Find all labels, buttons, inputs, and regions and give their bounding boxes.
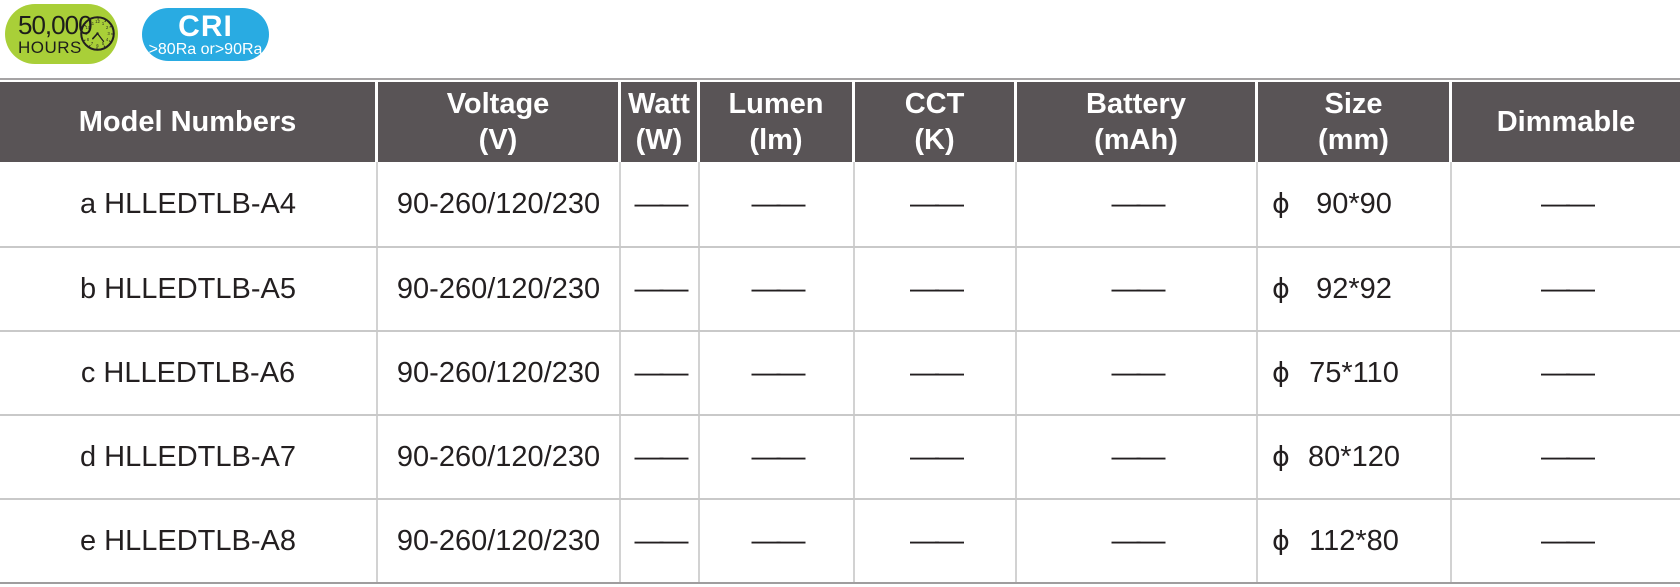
header-label: Watt	[628, 88, 690, 120]
svg-text:5: 5	[102, 41, 105, 46]
cell-dimmable: ——	[1541, 272, 1595, 305]
svg-text:6: 6	[96, 43, 99, 48]
lifespan-value: 50,000	[18, 10, 93, 40]
header-lumen: Lumen (lm)	[700, 82, 855, 162]
header-battery: Battery (mAh)	[1017, 82, 1258, 162]
cell-dimmable: ——	[1541, 187, 1595, 220]
cell-battery: ——	[1017, 332, 1258, 414]
cell-size: ϕ 92*92	[1258, 248, 1452, 330]
cell-size: ϕ 75*110	[1258, 332, 1452, 414]
svg-text:10: 10	[86, 25, 91, 30]
cell-battery: ——	[1017, 416, 1258, 498]
cell-model: d HLLEDTLB-A7	[0, 416, 378, 498]
cell-battery: ——	[1017, 162, 1258, 246]
diameter-symbol: ϕ	[1272, 441, 1290, 473]
header-label: Battery	[1086, 88, 1186, 120]
cell-model: c HLLEDTLB-A6	[0, 332, 378, 414]
cell-dimmable: ——	[1541, 440, 1595, 473]
table-row: b HLLEDTLB-A5 90-260/120/230 —— —— —— ——…	[0, 246, 1680, 330]
header-label: Lumen	[728, 88, 824, 120]
spec-table: Model Numbers Voltage (V) Watt (W) Lumen (l…	[0, 78, 1680, 584]
header-size: Size (mm)	[1258, 82, 1452, 162]
header-watt: Watt (W)	[621, 82, 700, 162]
svg-text:3: 3	[107, 31, 110, 36]
cell-model: e HLLEDTLB-A8	[0, 500, 378, 582]
svg-text:9: 9	[85, 31, 88, 36]
header-model-numbers: Model Numbers	[0, 82, 378, 162]
lifespan-unit: HOURS	[18, 38, 82, 57]
cell-watt: ——	[621, 248, 700, 330]
cell-lumen: ——	[700, 162, 855, 246]
size-value: 112*80	[1309, 524, 1399, 557]
table-header-row: Model Numbers Voltage (V) Watt (W) Lumen (l…	[0, 82, 1680, 162]
cell-cct: ——	[855, 162, 1017, 246]
svg-text:2: 2	[106, 25, 109, 30]
cell-lumen: ——	[700, 500, 855, 582]
svg-text:7: 7	[91, 41, 94, 46]
header-label: Size	[1324, 88, 1383, 120]
cell-battery: ——	[1017, 500, 1258, 582]
size-value: 80*120	[1308, 440, 1400, 473]
svg-text:1: 1	[102, 21, 105, 26]
header-dimmable: Dimmable	[1452, 82, 1680, 162]
table-row: d HLLEDTLB-A7 90-260/120/230 —— —— —— ——…	[0, 414, 1680, 498]
diameter-symbol: ϕ	[1272, 525, 1290, 557]
cell-lumen: ——	[700, 332, 855, 414]
cell-voltage: 90-260/120/230	[378, 500, 621, 582]
svg-text:12: 12	[95, 19, 100, 24]
header-label: Model Numbers	[78, 106, 297, 138]
cell-size: ϕ 80*120	[1258, 416, 1452, 498]
cell-model: b HLLEDTLB-A5	[0, 248, 378, 330]
diameter-symbol: ϕ	[1272, 273, 1290, 305]
cell-lumen: ——	[700, 416, 855, 498]
cell-cct: ——	[855, 416, 1017, 498]
table-row: e HLLEDTLB-A8 90-260/120/230 —— —— —— ——…	[0, 498, 1680, 582]
size-value: 92*92	[1316, 272, 1392, 305]
cell-dimmable: ——	[1541, 356, 1595, 389]
cell-voltage: 90-260/120/230	[378, 416, 621, 498]
cell-voltage: 90-260/120/230	[378, 162, 621, 246]
cell-cct: ——	[855, 248, 1017, 330]
header-label: CCT	[904, 88, 965, 120]
svg-text:4: 4	[106, 37, 109, 42]
header-label: Voltage	[446, 88, 550, 120]
table-bottom-border	[0, 582, 1680, 584]
cri-badge: CRI >80Ra or>90Ra	[142, 8, 269, 61]
svg-text:11: 11	[90, 21, 95, 26]
header-label: Dimmable	[1496, 106, 1636, 138]
cell-model: a HLLEDTLB-A4	[0, 162, 378, 246]
table-body: a HLLEDTLB-A4 90-260/120/230 —— —— —— ——…	[0, 162, 1680, 582]
cell-voltage: 90-260/120/230	[378, 248, 621, 330]
cell-cct: ——	[855, 332, 1017, 414]
size-value: 90*90	[1316, 187, 1392, 220]
cell-size: ϕ 112*80	[1258, 500, 1452, 582]
cell-battery: ——	[1017, 248, 1258, 330]
cell-watt: ——	[621, 162, 700, 246]
table-top-border	[0, 78, 1680, 80]
size-value: 75*110	[1309, 356, 1399, 389]
cell-watt: ——	[621, 416, 700, 498]
header-cct: CCT (K)	[855, 82, 1017, 162]
cell-cct: ——	[855, 500, 1017, 582]
certification-badges: 50,000 HOURS 12 1 2 3 4 5 6 7 8 9 10 11 …	[5, 4, 269, 64]
cell-size: ϕ 90*90	[1258, 162, 1452, 246]
cell-watt: ——	[621, 500, 700, 582]
diameter-symbol: ϕ	[1272, 357, 1290, 389]
header-voltage: Voltage (V)	[378, 82, 621, 162]
cell-watt: ——	[621, 332, 700, 414]
table-row: c HLLEDTLB-A6 90-260/120/230 —— —— —— ——…	[0, 330, 1680, 414]
cri-title: CRI	[178, 10, 233, 43]
cell-dimmable: ——	[1541, 524, 1595, 557]
cell-voltage: 90-260/120/230	[378, 332, 621, 414]
table-row: a HLLEDTLB-A4 90-260/120/230 —— —— —— ——…	[0, 162, 1680, 246]
clock-icon: 12 1 2 3 4 5 6 7 8 9 10 11	[80, 16, 115, 51]
diameter-symbol: ϕ	[1272, 188, 1290, 220]
cri-subtitle: >80Ra or>90Ra	[148, 41, 263, 58]
cell-lumen: ——	[700, 248, 855, 330]
svg-text:8: 8	[87, 37, 90, 42]
lifespan-badge: 50,000 HOURS 12 1 2 3 4 5 6 7 8 9 10 11	[5, 4, 118, 64]
